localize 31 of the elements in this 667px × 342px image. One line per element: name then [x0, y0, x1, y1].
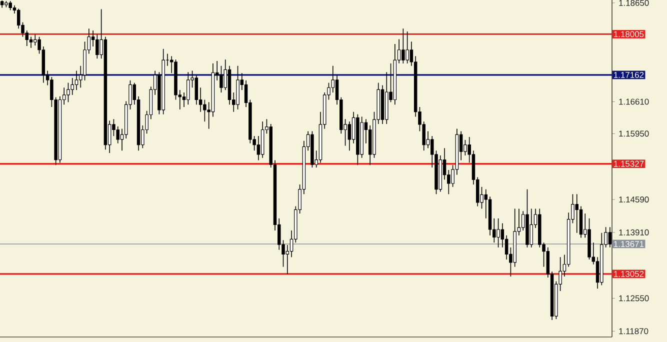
candlestick [406, 31, 409, 64]
ref-line-label: 1.13671 [614, 240, 644, 247]
y-tick-label: 1.18650 [619, 0, 649, 6]
ref-line-label: 1.15327 [614, 160, 644, 167]
candlestick [220, 65, 223, 93]
candlestick [116, 126, 120, 144]
candlestick [34, 34, 37, 46]
candlestick [74, 70, 78, 90]
candlestick [8, 0, 12, 11]
candlestick [402, 28, 405, 64]
candlestick [16, 8, 20, 29]
ref-line-label: 1.17162 [614, 72, 644, 78]
candlestick [96, 34, 99, 59]
candlestick [66, 82, 70, 103]
y-tick-label: 1.11870 [619, 328, 648, 334]
candlestick [203, 99, 206, 122]
candlestick [530, 208, 533, 248]
candlestick [575, 194, 578, 234]
candlestick [348, 121, 352, 151]
candlestick [496, 218, 500, 248]
y-tick-label: 1.14590 [619, 196, 649, 202]
candlestick [29, 36, 33, 48]
y-tick-label: 1.15950 [619, 130, 649, 137]
candlestick [186, 72, 190, 105]
y-tick-label: 1.13910 [619, 229, 649, 236]
ref-line-label: 1.18005 [614, 31, 644, 38]
candlestick [70, 78, 74, 96]
y-tick-label: 1.12550 [619, 295, 649, 302]
candlestick [194, 75, 198, 105]
ref-line-label: 1.13052 [614, 270, 644, 277]
y-tick-label: 1.16610 [619, 98, 649, 105]
